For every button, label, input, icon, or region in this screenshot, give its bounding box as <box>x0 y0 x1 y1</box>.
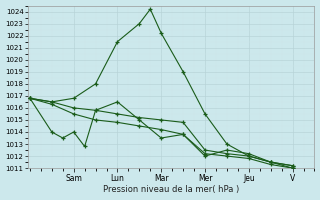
X-axis label: Pression niveau de la mer( hPa ): Pression niveau de la mer( hPa ) <box>103 185 239 194</box>
